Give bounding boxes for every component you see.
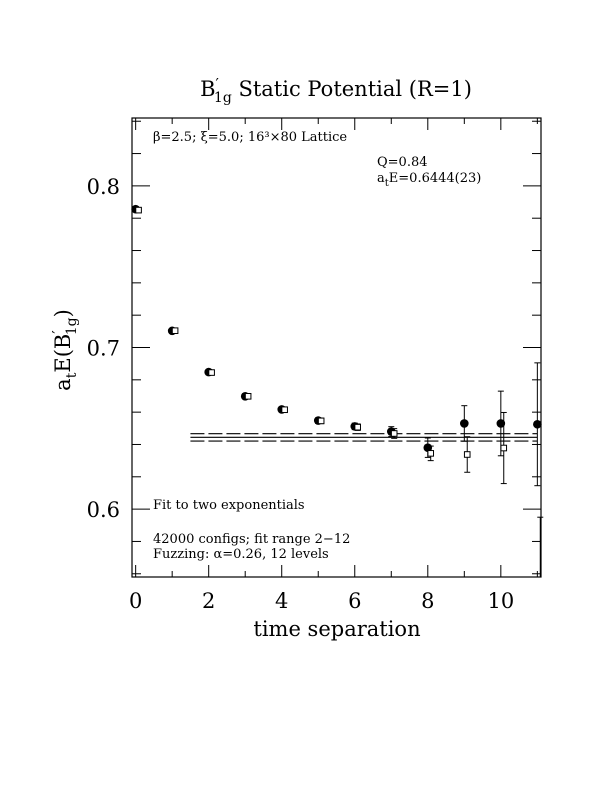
tick-labels: 0 2 4 6 8 10 0.6 0.7 0.8 xyxy=(87,175,515,613)
note-configs: 42000 configs; fit range 2−12 xyxy=(153,532,350,547)
data-point xyxy=(244,393,252,400)
x-tick-label: 0 xyxy=(129,589,142,613)
y-tick-label: 0.6 xyxy=(87,498,120,522)
data-point xyxy=(281,406,288,414)
data-point xyxy=(496,419,506,428)
series-open-square xyxy=(135,206,544,577)
y-tick-label: 0.7 xyxy=(87,337,120,361)
y-axis-label: atE(B′1g) xyxy=(49,309,80,391)
axis-ticks xyxy=(132,118,541,577)
data-series xyxy=(131,204,544,577)
x-tick-label: 6 xyxy=(348,589,361,613)
lattice-note: β=2.5; ξ=5.0; 16³×80 Lattice xyxy=(153,130,347,145)
y-tick-label: 0.8 xyxy=(87,175,120,199)
series-filled-circle xyxy=(131,204,542,487)
data-point xyxy=(354,423,361,431)
x-tick-label: 8 xyxy=(421,589,434,613)
note-fuzzing: Fuzzing: α=0.26, 12 levels xyxy=(153,547,329,562)
data-point xyxy=(317,417,325,425)
data-point xyxy=(423,443,433,453)
x-tick-label: 4 xyxy=(275,589,288,613)
x-tick-label: 10 xyxy=(487,589,514,613)
fit-energy: atE=0.6444(23) xyxy=(377,171,481,189)
data-point xyxy=(463,451,471,458)
data-point xyxy=(427,450,435,457)
fit-quality: Q=0.84 xyxy=(377,155,428,170)
note-fit-type: Fit to two exponentials xyxy=(153,498,305,513)
data-point xyxy=(460,419,469,428)
data-point xyxy=(390,430,398,437)
data-point xyxy=(533,419,542,429)
fit-band xyxy=(190,433,538,442)
data-point xyxy=(500,444,508,452)
data-point xyxy=(208,369,215,376)
data-point xyxy=(171,327,179,334)
x-axis-label: time separation xyxy=(253,617,420,641)
chart-title: B′ 1g Static Potential (R=1) xyxy=(200,75,472,106)
data-point xyxy=(135,206,142,214)
x-tick-label: 2 xyxy=(202,589,215,613)
